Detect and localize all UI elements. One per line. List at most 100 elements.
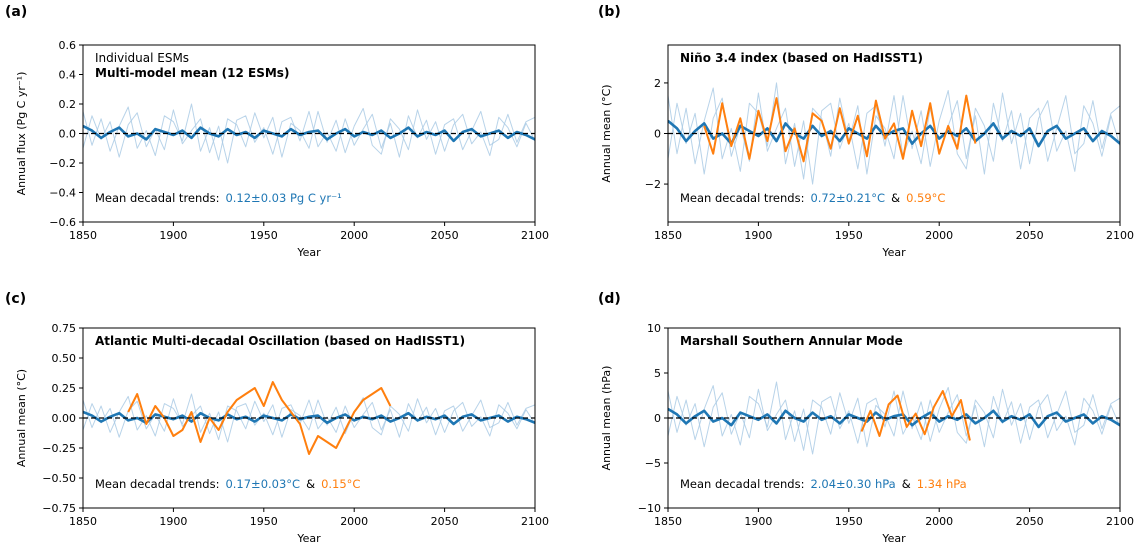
series-line <box>83 398 535 443</box>
trend-text: 0.17±0.03°C <box>225 477 300 491</box>
x-tick-label: 2050 <box>431 515 459 528</box>
plot-area <box>668 381 1120 455</box>
y-tick-label: 0.0 <box>59 128 77 141</box>
series-line <box>83 109 535 164</box>
y-tick-label: −0.6 <box>49 216 76 229</box>
y-axis-title: Annual flux (Pg C yr⁻¹) <box>15 72 28 196</box>
x-tick-label: 1950 <box>250 515 278 528</box>
series-line <box>83 103 535 161</box>
x-tick-label: 1900 <box>159 229 187 242</box>
y-tick-label: −0.75 <box>42 502 76 515</box>
trend-text: 2.04±0.30 hPa <box>810 477 895 491</box>
x-axis-title: Year <box>881 532 906 545</box>
x-tick-label: 2000 <box>340 229 368 242</box>
series-line <box>83 393 535 441</box>
y-tick-label: −0.50 <box>42 472 76 485</box>
axes-frame <box>667 44 1121 223</box>
x-tick-label: 2000 <box>925 229 953 242</box>
y-tick-label: 0.25 <box>52 382 77 395</box>
y-tick-label: 0.00 <box>52 412 77 425</box>
legend-label: Niño 3.4 index (based on HadISST1) <box>680 51 923 65</box>
x-tick-label: 1850 <box>654 515 682 528</box>
y-axis-title: Annual mean (°C) <box>15 369 28 467</box>
legend-label: Multi-model mean (12 ESMs) <box>95 66 289 80</box>
series-line <box>668 407 1120 429</box>
y-tick-label: 2 <box>654 77 661 90</box>
trend-text: Mean decadal trends: <box>680 191 804 205</box>
x-tick-label: 2050 <box>1016 229 1044 242</box>
y-tick-label: 0.50 <box>52 352 77 365</box>
y-tick-label: −5 <box>645 457 661 470</box>
y-tick-label: −0.2 <box>49 157 76 170</box>
x-tick-label: 2000 <box>340 515 368 528</box>
x-tick-label: 2100 <box>521 229 549 242</box>
panel-label: (a) <box>5 4 27 20</box>
x-tick-label: 2100 <box>1106 515 1134 528</box>
y-tick-label: 5 <box>654 367 661 380</box>
trend-text: & <box>891 191 900 205</box>
trend-annotation: Mean decadal trends: 2.04±0.30 hPa & 1.34 h… <box>680 477 967 491</box>
trend-text: Mean decadal trends: <box>95 477 219 491</box>
plot-area <box>668 82 1120 185</box>
y-tick-label: 0.6 <box>59 39 77 52</box>
axes-frame <box>82 44 536 223</box>
y-tick-label: −10 <box>638 502 661 515</box>
x-tick-label: 1900 <box>159 515 187 528</box>
x-tick-label: 2050 <box>1016 515 1044 528</box>
trend-text: 0.12±0.03 Pg C yr⁻¹ <box>225 191 341 205</box>
y-tick-label: 0.75 <box>52 322 77 335</box>
y-tick-label: 0 <box>654 412 661 425</box>
trend-text: 0.72±0.21°C <box>810 191 885 205</box>
y-tick-label: 10 <box>647 322 661 335</box>
plot-area <box>83 103 535 164</box>
x-tick-label: 1950 <box>835 229 863 242</box>
legend-label: Atlantic Multi-decadal Oscillation (base… <box>95 334 465 348</box>
x-tick-label: 1950 <box>250 229 278 242</box>
trend-annotation: Mean decadal trends: 0.72±0.21°C & 0.59°C <box>680 191 945 205</box>
series-line <box>83 410 535 426</box>
series-line <box>668 92 1120 185</box>
series-line <box>703 94 977 163</box>
x-tick-label: 1900 <box>744 515 772 528</box>
y-tick-label: −0.25 <box>42 442 76 455</box>
x-tick-label: 2000 <box>925 515 953 528</box>
y-tick-label: −0.4 <box>49 187 76 200</box>
trend-text: 0.59°C <box>906 191 945 205</box>
x-tick-label: 1950 <box>835 515 863 528</box>
trend-text: Mean decadal trends: <box>95 191 219 205</box>
y-tick-label: 0.2 <box>59 98 77 111</box>
y-tick-label: 0 <box>654 128 661 141</box>
series-line <box>668 388 1120 455</box>
y-tick-label: 0.4 <box>59 69 77 82</box>
panel-label: (b) <box>598 4 621 20</box>
x-tick-label: 2100 <box>521 515 549 528</box>
x-axis-title: Year <box>881 246 906 259</box>
axes-frame <box>667 327 1121 509</box>
x-tick-label: 1850 <box>69 229 97 242</box>
x-tick-label: 1900 <box>744 229 772 242</box>
y-axis-title: Annual mean (hPa) <box>600 366 613 471</box>
series-line <box>860 390 971 441</box>
series-line <box>127 381 392 455</box>
trend-text: & <box>306 477 315 491</box>
trend-text: Mean decadal trends: <box>680 477 804 491</box>
trend-annotation: Mean decadal trends: 0.17±0.03°C & 0.15°C <box>95 477 360 491</box>
y-axis-title: Annual mean (°C) <box>600 84 613 182</box>
plot-area <box>83 381 535 455</box>
legend-label: Individual ESMs <box>95 51 189 65</box>
panel-label: (c) <box>5 291 26 307</box>
trend-text: 0.15°C <box>321 477 360 491</box>
trend-text: 1.34 hPa <box>917 477 967 491</box>
x-axis-title: Year <box>296 532 321 545</box>
series-line <box>668 82 1120 180</box>
series-line <box>83 124 535 143</box>
panel-label: (d) <box>598 291 621 307</box>
trend-text: & <box>902 477 911 491</box>
x-tick-label: 2100 <box>1106 229 1134 242</box>
y-tick-label: −2 <box>645 178 661 191</box>
axes-frame <box>82 327 536 509</box>
x-tick-label: 2050 <box>431 229 459 242</box>
trend-annotation: Mean decadal trends: 0.12±0.03 Pg C yr⁻¹ <box>95 191 342 205</box>
x-tick-label: 1850 <box>69 515 97 528</box>
